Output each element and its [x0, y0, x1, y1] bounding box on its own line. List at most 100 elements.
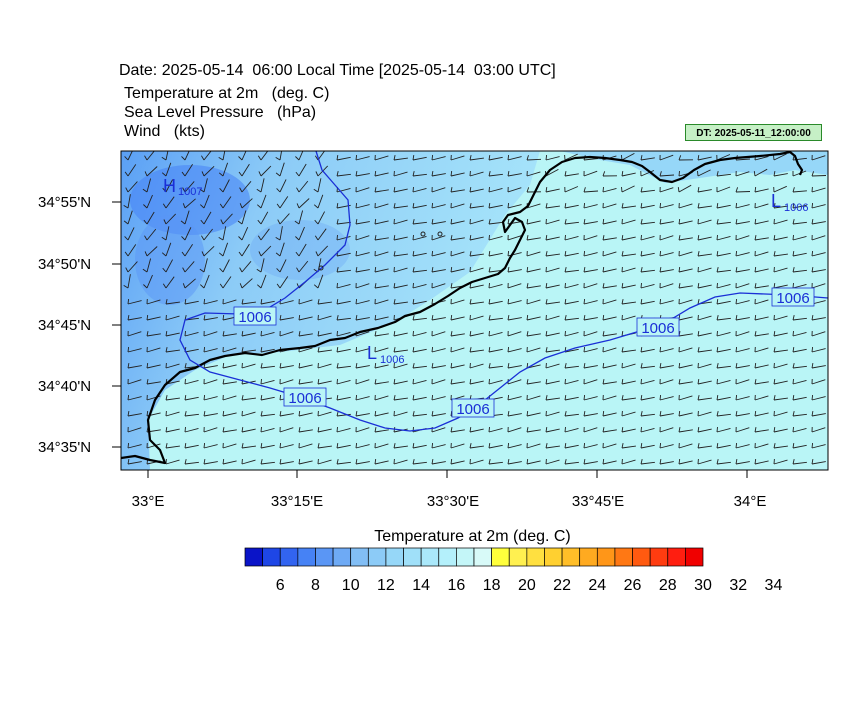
wind-barb [716, 461, 731, 465]
wind-barb-feather [374, 266, 377, 273]
wind-barb [393, 171, 408, 177]
wind-barb [811, 427, 826, 433]
wind-barb-feather [431, 442, 434, 449]
wind-barb [754, 316, 769, 321]
wind-barb-feather [792, 234, 794, 241]
wind-barb [184, 278, 196, 289]
wind-barb [203, 413, 218, 417]
wind-barb [507, 269, 522, 273]
wind-barb-feather [564, 395, 567, 401]
wind-barb [469, 236, 484, 241]
wind-barb-feather [773, 427, 776, 433]
wind-barb [602, 237, 617, 241]
wind-barb-feather [640, 378, 642, 385]
wind-barb-feather [184, 378, 186, 385]
wind-barb-feather [127, 363, 130, 369]
wind-barb-feather [659, 267, 662, 273]
wind-barb [241, 445, 256, 449]
wind-barb-feather [146, 331, 149, 337]
wind-barb-feather [716, 218, 719, 225]
wind-barb [545, 428, 560, 433]
wind-barb [222, 299, 237, 305]
wind-barb-feather [697, 251, 700, 257]
wind-barb-feather [296, 203, 300, 209]
colorbar-tick-label: 18 [482, 577, 501, 594]
wind-barb [602, 203, 617, 209]
wind-barb [773, 185, 787, 193]
wind-barb-feather [545, 347, 548, 353]
wind-barb-feather [336, 443, 339, 449]
wind-barb [773, 363, 788, 369]
wind-barb-feather [238, 156, 243, 161]
colorbar-swatch [491, 547, 510, 567]
wind-barb [754, 333, 769, 337]
wind-barb [583, 317, 598, 321]
wind-barb-feather [545, 154, 548, 161]
wind-barb [355, 235, 370, 241]
wind-barb-feather [355, 154, 358, 161]
wind-barb [412, 300, 427, 305]
wind-barb-feather [735, 459, 738, 465]
wind-barb [507, 300, 522, 305]
wind-barb [716, 396, 731, 401]
wind-barb-feather [276, 283, 281, 289]
wind-barb-feather [754, 235, 757, 241]
wind-barb-feather [412, 458, 415, 465]
wind-barb-feather [222, 362, 225, 369]
wind-barb-feather [716, 443, 719, 449]
wind-barb-feather [143, 204, 148, 209]
wind-barb-feather [659, 459, 662, 465]
wind-barb [811, 379, 826, 385]
wind-barb [336, 300, 351, 305]
wind-barb-feather [678, 266, 681, 273]
wind-barb-feather [355, 171, 358, 177]
wind-barb-feather [773, 203, 776, 209]
wind-barb-feather [716, 395, 719, 401]
wind-barb-feather [336, 330, 338, 337]
wind-barb-feather [127, 346, 130, 353]
high-pressure-value: 1007 [178, 186, 202, 198]
wind-barb [526, 285, 541, 289]
wind-barb [526, 347, 541, 353]
wind-barb [355, 365, 370, 369]
wind-barb-feather [507, 315, 510, 321]
wind-barb-feather [184, 330, 186, 337]
wind-barb [260, 396, 275, 401]
wind-barb [564, 396, 579, 401]
wind-barb [127, 227, 135, 241]
wind-barb-feather [374, 283, 377, 289]
wind-barb [165, 179, 173, 193]
wind-barb [431, 365, 446, 369]
wind-barb-feather [545, 331, 548, 337]
colorbar-tick-label: 10 [341, 577, 360, 594]
wind-barb-feather [238, 251, 243, 257]
wind-barb [811, 252, 826, 257]
wind-barb [222, 395, 237, 401]
wind-barb [336, 413, 351, 417]
wind-barb [640, 235, 655, 241]
wind-barb-feather [469, 379, 472, 385]
wind-barb [184, 396, 199, 401]
wind-barb [621, 185, 635, 193]
wind-barb [545, 236, 560, 241]
wind-barb-feather [412, 251, 415, 257]
wind-barb [811, 461, 826, 465]
wind-barb-feather [678, 283, 681, 289]
wind-barb [336, 173, 351, 177]
wind-barb [811, 413, 826, 417]
wind-barb [526, 333, 541, 337]
wind-barb [773, 153, 787, 161]
wind-barb [222, 213, 233, 225]
wind-barb [393, 363, 408, 369]
wind-barb [412, 204, 427, 209]
wind-barb-feather [162, 203, 167, 209]
wind-barb-feather [275, 237, 281, 241]
wind-barb-feather [640, 266, 643, 273]
lat-label: 34°50'N [38, 256, 92, 273]
lat-label: 34°35'N [38, 439, 92, 456]
wind-barb [203, 178, 208, 193]
wind-barb [298, 210, 304, 225]
wind-barb-feather [144, 251, 148, 257]
wind-barb [716, 154, 731, 161]
wind-barb-feather [314, 219, 319, 225]
